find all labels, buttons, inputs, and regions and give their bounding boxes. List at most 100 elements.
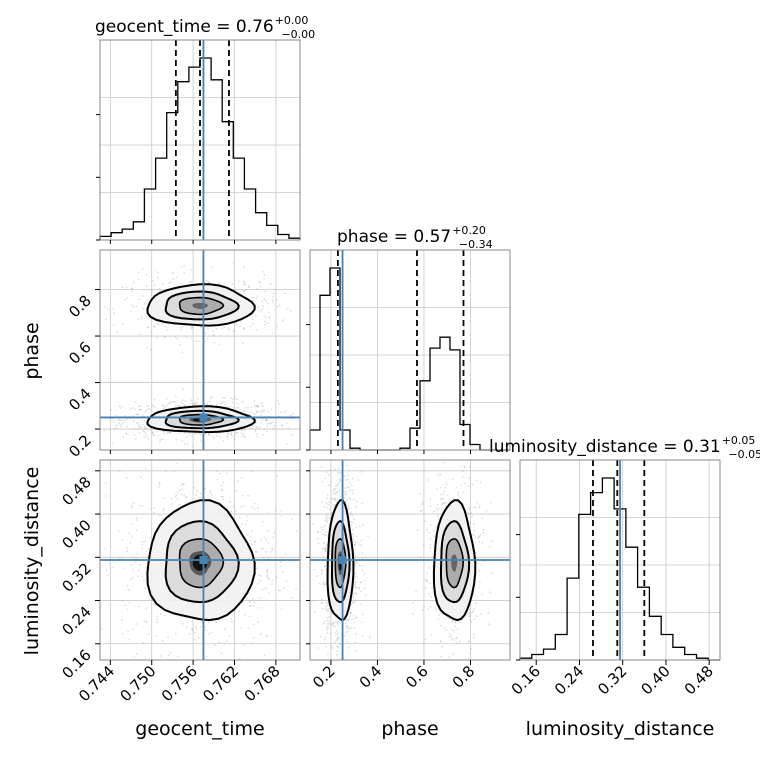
sample-point: [176, 491, 179, 494]
sample-point: [475, 506, 477, 509]
sample-point: [127, 532, 130, 535]
sample-point: [339, 642, 342, 645]
sample-point: [143, 579, 145, 581]
sample-point: [232, 435, 235, 438]
sample-point: [126, 608, 129, 611]
sample-point: [337, 636, 339, 639]
sample-point: [347, 626, 350, 628]
sample-point: [137, 405, 140, 408]
sample-point: [158, 482, 161, 484]
sample-point: [325, 514, 327, 516]
sample-point: [256, 295, 259, 297]
sample-point: [230, 397, 233, 400]
sample-point: [254, 429, 257, 431]
x-tick-label: 0.16: [508, 662, 544, 698]
sample-point: [180, 484, 183, 487]
sample-point: [425, 578, 427, 581]
sample-point: [336, 491, 339, 494]
sample-point: [178, 343, 181, 346]
sample-point: [130, 304, 133, 307]
sample-point: [244, 436, 247, 439]
sample-point: [325, 520, 328, 522]
sample-point: [225, 435, 228, 438]
sample-point: [234, 510, 237, 512]
sample-point: [273, 531, 276, 534]
sample-point: [327, 474, 330, 476]
panel-frame: [309, 459, 511, 661]
sample-point: [176, 337, 179, 340]
sample-point: [236, 407, 238, 409]
sample-point: [363, 579, 366, 582]
sample-point: [134, 408, 136, 410]
sample-point: [362, 565, 365, 567]
sample-point: [237, 480, 239, 483]
sample-point: [125, 286, 128, 289]
sample-point: [295, 588, 297, 590]
sample-point: [360, 544, 363, 547]
sample-point: [278, 304, 281, 307]
sample-point: [462, 470, 464, 472]
sample-point: [118, 405, 121, 407]
sample-point: [166, 329, 169, 331]
sample-point: [260, 310, 263, 313]
sample-point: [124, 298, 126, 301]
sample-point: [140, 408, 142, 411]
sample-point: [210, 631, 213, 634]
sample-point: [352, 595, 355, 598]
sample-point: [442, 461, 445, 464]
sample-point: [126, 550, 129, 553]
sample-point: [275, 509, 278, 512]
sample-point: [276, 325, 278, 328]
sample-point: [430, 634, 433, 636]
sample-point: [332, 621, 335, 624]
sample-point: [262, 305, 265, 308]
sample-point: [265, 419, 268, 422]
sample-point: [478, 506, 481, 509]
sample-point: [324, 548, 326, 551]
sample-point: [352, 536, 354, 539]
sample-point: [127, 638, 130, 641]
sample-point: [141, 544, 144, 546]
sample-point: [191, 402, 194, 405]
sample-point: [157, 485, 160, 488]
sample-point: [448, 656, 450, 659]
sample-point: [481, 517, 483, 519]
sample-point: [460, 484, 462, 487]
sample-point: [360, 621, 363, 624]
sample-point: [354, 583, 356, 586]
sample-point: [323, 621, 326, 624]
sample-point: [367, 535, 369, 538]
sample-point: [478, 504, 481, 507]
sample-point: [355, 649, 358, 652]
sample-point: [339, 471, 342, 474]
sample-point: [450, 634, 453, 637]
sample-point: [138, 505, 141, 507]
sample-point: [205, 432, 207, 435]
sample-point: [259, 281, 262, 284]
sample-point: [280, 608, 283, 611]
sample-point: [333, 503, 336, 506]
sample-point: [161, 640, 164, 642]
sample-point: [162, 323, 164, 326]
sample-point: [259, 597, 262, 600]
sample-point: [156, 337, 159, 339]
sample-point: [255, 329, 258, 331]
sample-point: [189, 633, 191, 635]
sample-point: [150, 529, 153, 532]
sample-point: [333, 631, 336, 634]
sample-point: [233, 610, 236, 613]
sample-point: [131, 287, 134, 290]
sample-point: [440, 640, 442, 643]
sample-point: [125, 432, 128, 435]
sample-point: [174, 336, 177, 339]
sample-point: [175, 462, 178, 465]
sample-point: [263, 409, 266, 412]
sample-point: [337, 472, 340, 475]
sample-point: [260, 404, 263, 407]
sample-point: [345, 478, 347, 481]
sample-point: [344, 493, 347, 496]
sample-point: [145, 607, 148, 610]
sample-point: [200, 626, 202, 628]
sample-point: [175, 438, 178, 441]
sample-point: [316, 575, 318, 577]
